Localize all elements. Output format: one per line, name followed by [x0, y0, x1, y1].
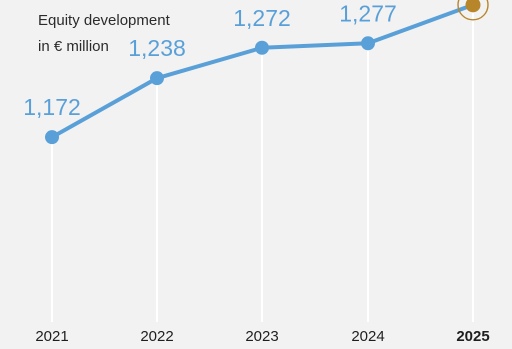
x-tick-2021: 2021 [35, 328, 68, 345]
value-label-2023: 1,272 [233, 5, 291, 31]
x-tick-2023: 2023 [245, 328, 278, 345]
chart-subtitle: in € million [38, 38, 109, 55]
data-point-2023 [255, 40, 269, 55]
highlight-ring [457, 0, 489, 21]
x-tick-2025: 2025 [456, 328, 489, 345]
value-label-2021: 1,172 [23, 94, 81, 120]
x-tick-2024: 2024 [351, 328, 384, 345]
value-label-2024: 1,277 [339, 0, 397, 26]
data-point-2024 [361, 36, 375, 51]
x-tick-2022: 2022 [140, 328, 173, 345]
value-label-2022: 1,238 [128, 35, 186, 61]
data-point-2021 [45, 130, 59, 145]
data-point-2025 [465, 0, 481, 13]
chart-title: Equity development [38, 12, 170, 29]
data-point-2022 [150, 71, 164, 86]
